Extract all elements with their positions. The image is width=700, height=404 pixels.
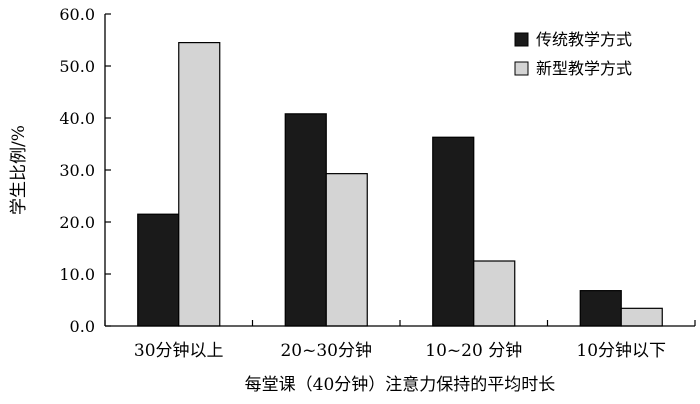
legend-swatch-new — [514, 61, 529, 76]
y-tick-label: 50.0 — [59, 57, 95, 76]
y-tick-label: 10.0 — [59, 265, 95, 284]
y-tick-label: 0.0 — [70, 317, 95, 336]
bar-new — [473, 260, 516, 327]
bar-traditional — [284, 113, 327, 327]
x-axis-title: 每堂课（40分钟）注意力保持的平均时长 — [245, 375, 556, 395]
x-category-label: 30分钟以上 — [134, 341, 224, 361]
x-category-label: 20~30分钟 — [280, 341, 372, 361]
y-tick-label: 40.0 — [59, 109, 95, 128]
legend-label-new: 新型教学方式 — [536, 59, 632, 78]
x-category-label: 10~20 分钟 — [425, 341, 522, 361]
legend: 传统教学方式 新型教学方式 — [514, 30, 632, 78]
bar-traditional — [137, 213, 180, 327]
x-categories-group: 30分钟以上 20~30分钟 10~20 分钟 10分钟以下 — [104, 320, 696, 361]
bars-group — [137, 41, 663, 327]
x-category-label: 10分钟以下 — [576, 341, 666, 361]
bar-traditional — [579, 290, 622, 327]
y-tick-label: 30.0 — [59, 161, 95, 180]
y-axis-title: 学生比例/% — [9, 125, 29, 215]
legend-label-traditional: 传统教学方式 — [536, 30, 632, 49]
y-tick-label: 20.0 — [59, 213, 95, 232]
legend-swatch-traditional — [514, 32, 529, 47]
bar-new — [178, 41, 221, 327]
y-ticks-group: 0.0 10.0 20.0 30.0 40.0 50.0 60.0 — [59, 5, 111, 336]
y-tick-label: 60.0 — [59, 5, 95, 24]
bar-new — [620, 307, 663, 327]
bar-new — [325, 173, 368, 327]
bar-traditional — [432, 136, 475, 327]
